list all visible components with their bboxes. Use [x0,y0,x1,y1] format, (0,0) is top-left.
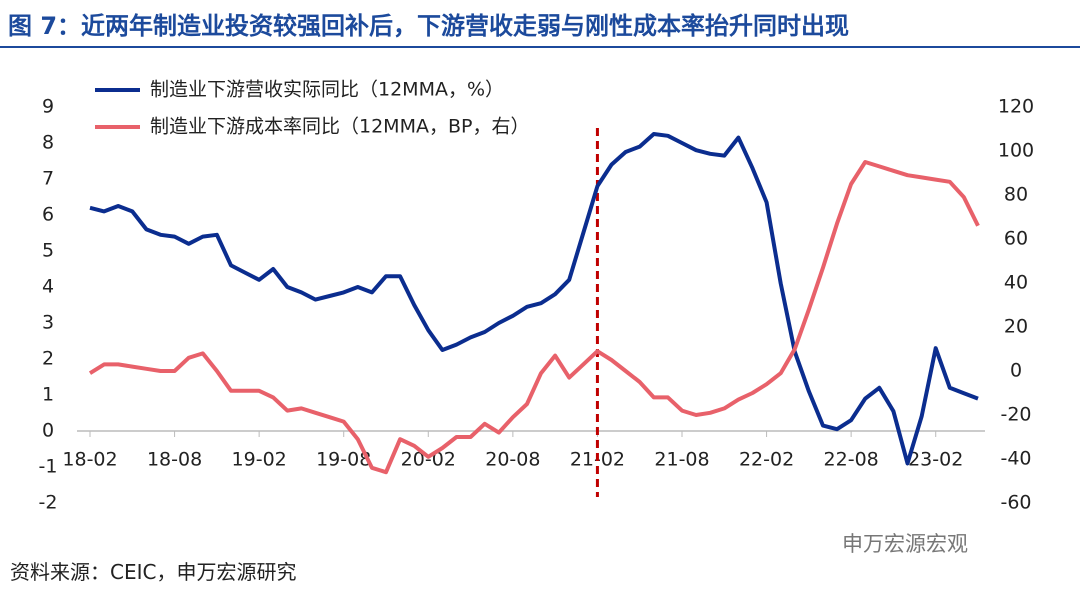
y2-tick-label: 80 [1004,184,1028,206]
x-tick-label: 20-02 [401,449,456,471]
x-tick-label: 21-08 [654,449,709,471]
x-tick-label: 18-02 [62,449,117,471]
y-tick-label: -1 [39,456,58,478]
y-tick-label: -2 [39,492,58,514]
y-tick-label: 0 [42,420,54,442]
y2-tick-label: -40 [1000,448,1031,470]
x-tick-label: 19-02 [232,449,287,471]
y-tick-label: 1 [42,384,54,406]
y-tick-label: 6 [42,204,54,226]
y2-tick-label: 40 [1004,272,1028,294]
chart-title: 图 7：近两年制造业投资较强回补后，下游营收走弱与刚性成本率抬升同时出现 [8,12,850,40]
x-tick-label: 22-02 [739,449,794,471]
watermark: 申万宏源宏观 [842,532,968,556]
y2-tick-label: -60 [1000,492,1031,514]
x-tick-label: 23-02 [908,449,963,471]
y2-tick-label: 60 [1004,228,1028,250]
series-line [89,132,979,466]
x-tick-label: 18-08 [147,449,202,471]
y2-tick-label: 120 [998,96,1034,118]
source-note: 资料来源：CEIC，申万宏源研究 [10,560,297,584]
y-tick-label: 3 [42,312,54,334]
y-tick-label: 9 [42,96,54,118]
legend-label: 制造业下游营收实际同比（12MMA，%） [150,79,504,101]
y-tick-label: 8 [42,132,54,154]
x-tick-label: 22-08 [824,449,879,471]
x-tick-label: 19-08 [316,449,371,471]
y2-tick-label: 100 [998,140,1034,162]
y-tick-label: 5 [42,240,54,262]
y2-tick-label: -20 [1000,404,1031,426]
y2-tick-label: 0 [1010,360,1022,382]
chart: -2 -1 0 1 2 3 4 5 6 7 8 9 -60 -40 -20 0 20 40 60 80 100 120 18… [39,79,1035,514]
y2-tick-label: 20 [1004,316,1028,338]
x-tick-label: 20-08 [485,449,540,471]
y-tick-label: 7 [42,168,54,190]
y-tick-label: 4 [42,276,54,298]
y-tick-label: 2 [42,348,54,370]
title-rule [0,46,1080,48]
series-line [88,160,980,475]
legend-label: 制造业下游成本率同比（12MMA，BP，右） [150,116,529,138]
